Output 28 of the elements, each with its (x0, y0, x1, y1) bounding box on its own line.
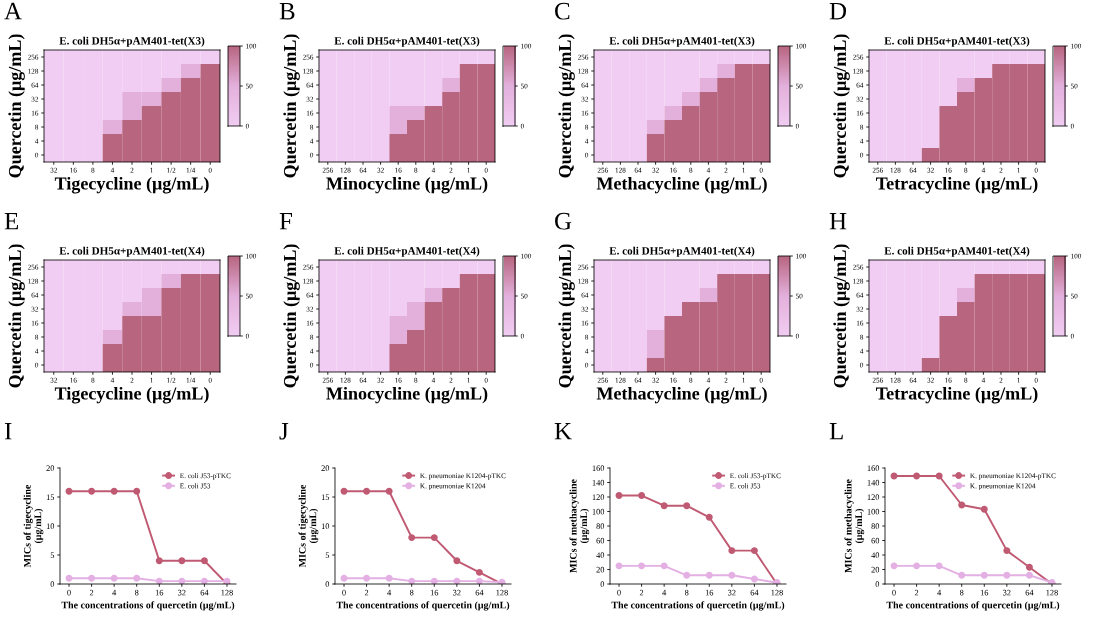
x-axis-title: Minocycline (μg/mL) (326, 176, 488, 194)
x-axis-title: Tigecycline (μg/mL) (54, 176, 209, 194)
x-axis-title: Minocycline (μg/mL) (326, 386, 488, 404)
y-axis-title: Quercetin (μg/mL) (833, 244, 850, 388)
text: J (279, 422, 289, 440)
text: A (4, 2, 22, 20)
y-axis-title: Quercetin (μg/mL) (558, 244, 575, 388)
text: F (279, 212, 292, 230)
x-axis-title: Tetracycline (μg/mL) (876, 386, 1038, 404)
x-axis-title: Tigecycline (μg/mL) (54, 386, 209, 404)
text: K (554, 422, 572, 440)
y-axis-title: Quercetin (μg/mL) (558, 34, 575, 178)
y-axis-title: Quercetin (μg/mL) (8, 34, 25, 178)
text: B (279, 2, 295, 20)
text: E (4, 212, 19, 230)
text: L (829, 422, 843, 440)
text: G (555, 212, 572, 230)
y-axis-title: Quercetin (μg/mL) (833, 34, 850, 178)
y-axis-title: Quercetin (μg/mL) (8, 244, 25, 388)
text: D (829, 2, 847, 20)
x-axis-title: Tetracycline (μg/mL) (876, 176, 1038, 194)
y-axis-title: Quercetin (μg/mL) (283, 244, 300, 388)
text: H (829, 212, 847, 230)
x-axis-title: Methacycline (μg/mL) (596, 176, 767, 194)
y-axis-title: Quercetin (μg/mL) (283, 34, 300, 178)
x-axis-title: Methacycline (μg/mL) (596, 386, 767, 404)
text: I (4, 422, 12, 440)
text: C (555, 2, 570, 20)
